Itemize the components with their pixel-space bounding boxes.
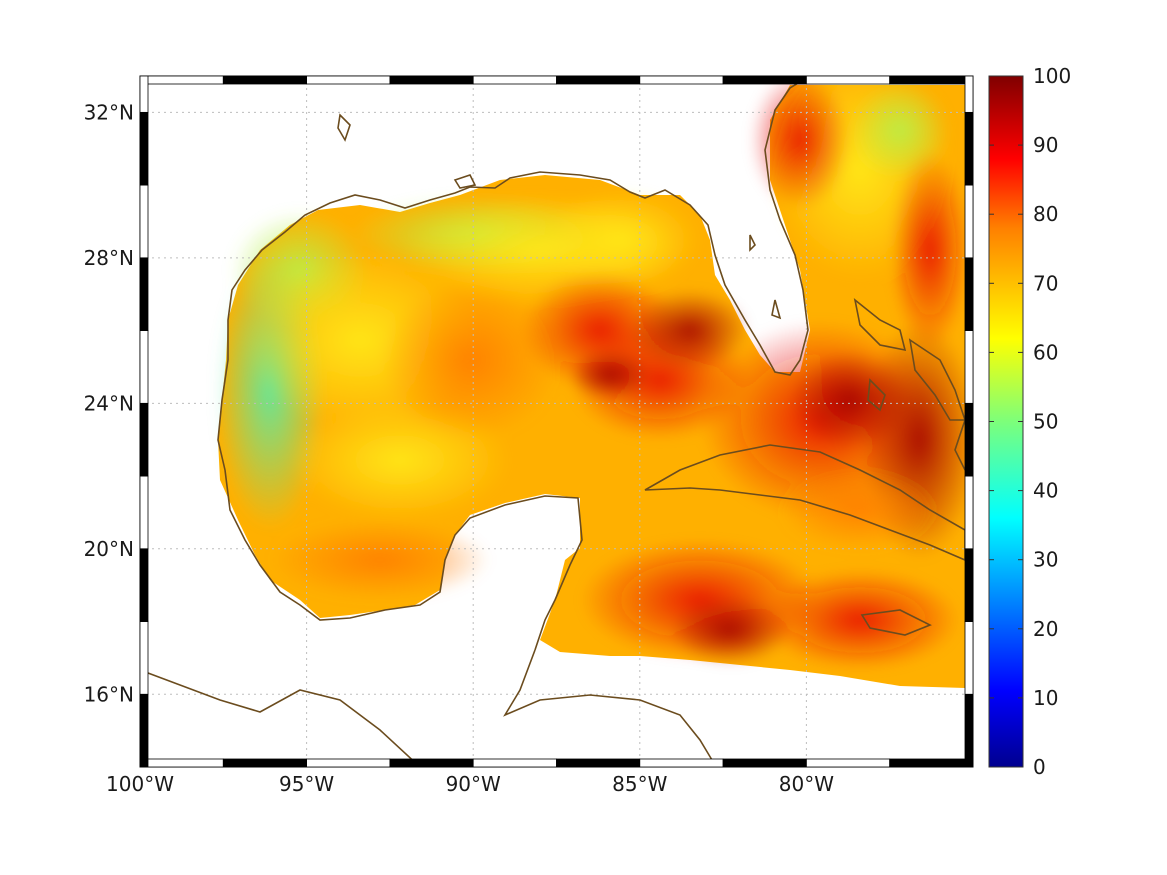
frame-segment-top [139,75,224,85]
colorbar-tick-label: 30 [1033,548,1058,572]
colorbar-tick-label: 0 [1033,755,1046,779]
colorbar-tick-label: 70 [1033,271,1058,295]
frame-segment-top [806,75,891,85]
x-tick-label: 80°W [779,772,834,796]
frame-segment-right [964,402,974,477]
frame-segment-top [472,75,557,85]
frame-segment-right [964,111,974,186]
frame-segment-top [722,75,807,85]
frame-segment-right [964,75,974,113]
frame-segment-bottom [306,758,391,768]
frame-segment-left [139,693,149,768]
frame-segment-bottom [889,758,974,768]
frame-segment-left [139,257,149,331]
frame-segment-top [222,75,308,85]
colorbar-tick-label: 90 [1033,133,1058,157]
colorbar-tick-label: 80 [1033,202,1058,226]
colorbar-tick-label: 40 [1033,479,1058,503]
frame-segment-right [964,693,974,768]
frame-segment-top [556,75,641,85]
y-tick-label: 24°N [84,391,134,415]
map-frame [139,75,974,768]
colorbar-ramp [988,75,1024,768]
frame-segment-left [139,621,149,695]
frame-segment-right [964,621,974,695]
frame-segment-bottom [222,758,308,768]
colorbar-tick-label: 10 [1033,686,1058,710]
frame-segment-left [139,402,149,477]
frame-segment-top [306,75,391,85]
frame-segment-bottom [556,758,641,768]
colorbar-tick-label: 100 [1033,64,1071,88]
colorbar-tick-label: 50 [1033,410,1058,434]
frame-segment-left [139,330,149,404]
x-tick-label: 90°W [446,772,501,796]
frame-segment-top [389,75,474,85]
frame-segment-right [964,548,974,622]
y-tick-label: 28°N [84,246,134,270]
frame-segment-right [964,475,974,550]
x-tick-label: 100°W [106,772,174,796]
y-axis-labels: 32°N 28°N 24°N 20°N 16°N [84,100,134,706]
colorbar-tick-label: 20 [1033,617,1058,641]
frame-segment-bottom [389,758,474,768]
frame-segment-top [889,75,974,85]
probability-field [215,76,973,688]
frame-segment-left [139,184,149,259]
frame-segment-bottom [722,758,807,768]
y-tick-label: 32°N [84,100,134,124]
x-axis-labels: 100°W 95°W 90°W 85°W 80°W [106,772,834,796]
frame-segment-left [139,75,149,113]
x-tick-label: 95°W [279,772,334,796]
frame-segment-right [964,257,974,331]
frame-segment-top [639,75,724,85]
frame-segment-bottom [472,758,557,768]
frame-segment-right [964,330,974,404]
frame-segment-bottom [139,758,224,768]
frame-segment-left [139,475,149,550]
frame-segment-bottom [639,758,724,768]
y-tick-label: 20°N [84,537,134,561]
frame-segment-right [964,184,974,259]
frame-segment-bottom [806,758,891,768]
frame-segment-left [139,548,149,622]
y-tick-label: 16°N [84,682,134,706]
grid-lines [140,76,973,767]
x-tick-label: 85°W [612,772,667,796]
frame-segment-left [139,111,149,186]
colorbar-tick-label: 60 [1033,340,1058,364]
